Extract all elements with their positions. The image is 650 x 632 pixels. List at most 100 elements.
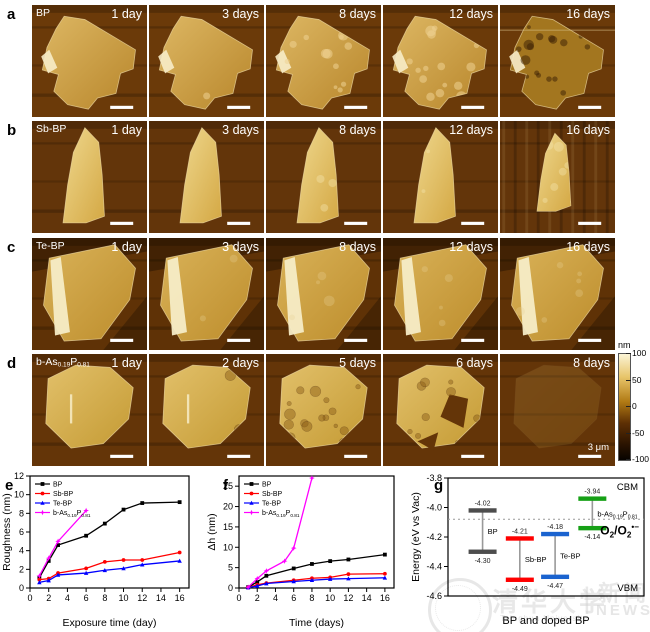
day-label: 1 day: [111, 123, 142, 137]
svg-text:-4.6: -4.6: [426, 591, 442, 601]
svg-text:6: 6: [291, 593, 296, 603]
afm-topography: [383, 238, 498, 350]
svg-text:VBM: VBM: [617, 583, 638, 594]
axes: -3.8 -4.0 -4.2 -4.4 -4.6 BP and doped BP Energ…: [410, 473, 645, 627]
panel-letter-c: c: [7, 239, 16, 256]
afm-image-bp-5: 16 days: [500, 5, 615, 117]
scale-bar: [110, 105, 134, 109]
svg-text:16: 16: [380, 593, 390, 603]
svg-text:Energy (eV vs Vac): Energy (eV vs Vac): [410, 492, 422, 582]
svg-text:10: 10: [325, 593, 335, 603]
svg-text:-4.14: -4.14: [584, 534, 600, 541]
svg-text:Sb-BP: Sb-BP: [53, 491, 74, 498]
panel-letter-g: g: [434, 477, 444, 494]
svg-text:BP: BP: [53, 482, 63, 489]
panel-letter-f: f: [223, 477, 228, 494]
svg-text:-4.47: -4.47: [547, 583, 563, 590]
svg-text:5: 5: [228, 563, 233, 573]
afm-image-bp-1: BP 1 day: [32, 5, 147, 117]
series-Sb-BP: [37, 550, 182, 582]
svg-text:b-As0.19P0.81: b-As0.19P0.81: [597, 509, 637, 520]
day-label: 8 days: [573, 356, 610, 370]
svg-text:10: 10: [223, 542, 233, 552]
svg-text:8: 8: [102, 593, 107, 603]
svg-text:-4.02: -4.02: [475, 500, 491, 507]
band-Te-BP: -4.18 -4.47 Te-BP: [541, 524, 581, 590]
degradation-bubbles: [406, 25, 480, 102]
legend: BP Sb-BP Te-BP b-As0.19P0.81: [244, 482, 300, 519]
afm-image-sb-3: 8 days: [266, 121, 381, 233]
degradation-bubbles: [407, 377, 481, 445]
svg-text:Te-BP: Te-BP: [262, 501, 281, 508]
day-label: 12 days: [449, 240, 493, 254]
svg-text:Te-BP: Te-BP: [53, 501, 72, 508]
svg-text:10: 10: [119, 593, 129, 603]
colorbar-tick-label: 100: [632, 348, 647, 358]
degradation-bubbles: [199, 254, 238, 322]
colorbar-tick-label: -50: [632, 427, 645, 438]
scale-bar: [344, 221, 368, 225]
day-label: 8 days: [339, 7, 376, 21]
svg-text:12: 12: [14, 471, 24, 481]
material-label: Te-BP: [36, 240, 65, 252]
svg-text:Exposure time (day): Exposure time (day): [63, 617, 157, 629]
svg-text:Roughness (nm): Roughness (nm): [1, 493, 13, 571]
svg-text:Sb-BP: Sb-BP: [262, 491, 283, 498]
svg-text:-4.2: -4.2: [426, 532, 442, 542]
chart-band-energy: g -3.8 -4.0 -4.2 -4.4 -4.6 BP and doped BP Ene…: [410, 468, 650, 632]
degradation-bubbles: [289, 271, 335, 321]
afm-topography: [266, 354, 381, 466]
day-label: 16 days: [566, 7, 610, 21]
day-label: 8 days: [339, 123, 376, 137]
afm-topography: [383, 5, 498, 117]
svg-text:-4.21: -4.21: [512, 528, 528, 535]
svg-text:-4.4: -4.4: [426, 562, 442, 572]
svg-text:b-As0.19P0.81: b-As0.19P0.81: [53, 510, 91, 519]
svg-text:BP: BP: [262, 482, 272, 489]
colorbar-tick-label: 50: [632, 374, 642, 385]
svg-text:6: 6: [19, 527, 24, 537]
afm-image-te-3: 8 days: [266, 238, 381, 350]
svg-text:0: 0: [236, 593, 241, 603]
material-label: Sb-BP: [36, 123, 67, 135]
scale-bar: [578, 105, 602, 109]
svg-text:10: 10: [14, 490, 24, 500]
chart-roughness: e 0 2 4 6 8 10 12 14 16 0 2 4 6 8 10 12 Exposure time (d…: [0, 468, 205, 632]
afm-topography: [500, 238, 615, 350]
panel-letter-d: d: [7, 355, 17, 372]
scale-bar: [227, 221, 251, 225]
scale-bar: [578, 221, 602, 225]
scale-bar: [461, 454, 485, 458]
colorbar-tick-mark: [626, 459, 631, 460]
colorbar-tick-label: -100: [632, 454, 650, 464]
afm-topography: [266, 238, 381, 350]
afm-image-bap-2: 2 days: [149, 354, 264, 466]
scale-bar: [578, 338, 602, 342]
svg-text:4: 4: [65, 593, 70, 603]
svg-text:4: 4: [19, 546, 24, 556]
scale-bar: [110, 221, 134, 225]
svg-text:8: 8: [19, 508, 24, 518]
afm-image-te-5: 16 days: [500, 238, 615, 350]
height-colorbar: nm 100 50 0 -50 -100: [616, 340, 650, 470]
afm-image-sb-4: 12 days: [383, 121, 498, 233]
svg-text:8: 8: [309, 593, 314, 603]
scale-bar: [110, 338, 134, 342]
band-energy-chart-svg: -3.8 -4.0 -4.2 -4.4 -4.6 BP and doped BP Energ…: [410, 473, 645, 627]
afm-topography: [500, 121, 615, 233]
day-label: 6 days: [456, 356, 493, 370]
scale-bar: [227, 454, 251, 458]
svg-text:-3.94: -3.94: [584, 489, 600, 496]
axes: 0 2 4 6 8 10 12 14 16 0 2 4 6 8 10 12 Exposure time (day…: [1, 471, 190, 629]
day-label: 16 days: [566, 123, 610, 137]
degradation-bubbles: [414, 149, 456, 194]
day-label: 2 days: [222, 356, 259, 370]
scale-bar: [344, 105, 368, 109]
panel-letter-b: b: [7, 122, 17, 139]
svg-text:0: 0: [27, 593, 32, 603]
delta-h-chart-svg: 0 2 4 6 8 10 12 14 16 0 5 10 15 20 25 Time (days) Δh (nm…: [206, 475, 395, 629]
svg-text:12: 12: [343, 593, 353, 603]
scale-bar: [344, 338, 368, 342]
day-label: 8 days: [339, 240, 376, 254]
